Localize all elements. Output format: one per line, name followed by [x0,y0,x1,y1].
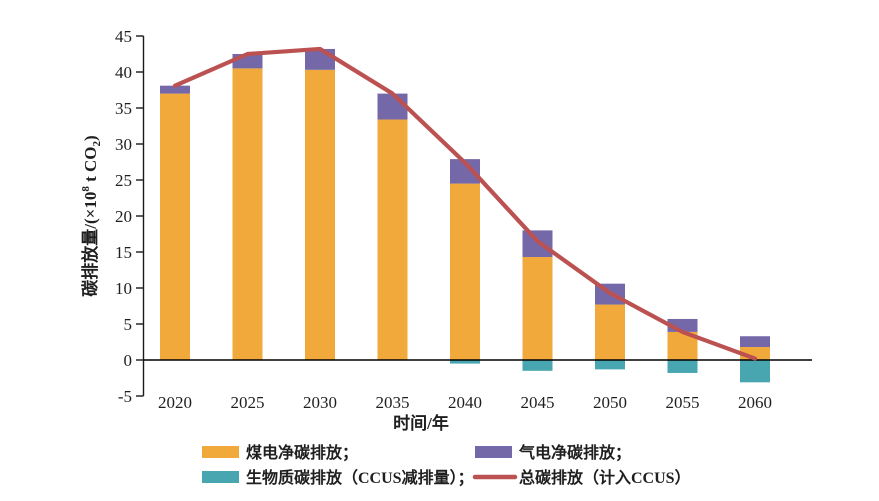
legend-swatch-rect [202,446,239,458]
bar-coal-2040 [450,183,480,360]
bar-gas-2060 [740,336,770,348]
x-tick-label: 2045 [521,393,555,412]
bar-coal-2035 [377,119,408,361]
bar-coal-2025 [232,68,263,361]
x-axis-title: 时间/年 [393,413,449,433]
bar-gas-2020 [160,85,190,94]
axes-layer: 45 40 35 30 25 20 15 10 5 0 -5 2020 2025 2030 2035 2040… [115,27,812,412]
y-axis-title: 碳排放量/(×108 t CO2) [80,135,103,296]
total-line-layer [172,46,758,361]
x-tick-label: 2040 [448,393,482,412]
bar-gas-2035 [377,93,408,120]
x-tick-label: 2030 [303,393,337,412]
y-tick-label: 10 [115,279,132,298]
y-tick-label: 0 [124,351,133,370]
bar-coal-2045 [522,257,553,360]
bar-coal-2050 [595,304,625,360]
y-tick-label: 45 [115,27,132,46]
bar-biomass-2045 [522,360,553,371]
y-tick-label: 30 [115,135,132,154]
y-tick-label: 5 [124,315,133,334]
bar-biomass-2050 [595,360,625,370]
bar-biomass-2055 [667,360,698,373]
y-tick-label: -5 [118,387,132,406]
x-tick-label: 2055 [666,393,700,412]
bar-coal-2030 [305,69,335,360]
y-tick-label: 20 [115,207,132,226]
legend: 煤电净碳排放； 气电净碳排放； 生物质碳排放（CCUS减排量）； 总碳排放（计入CCU… [202,443,691,487]
bars-layer [160,48,770,383]
bar-coal-2020 [160,93,190,360]
legend-label: 总碳排放（计入CCUS） [519,468,691,487]
legend-swatch-rect [202,471,239,483]
legend-swatch-rect [475,446,512,458]
bar-gas-2030 [305,48,335,70]
x-tick-label: 2060 [738,393,772,412]
legend-label: 生物质碳排放（CCUS减排量）； [246,468,474,487]
y-tick-label: 25 [115,171,132,190]
y-tick-label: 35 [115,99,132,118]
x-tick-label: 2025 [231,393,265,412]
legend-label: 气电净碳排放； [518,443,631,462]
x-tick-label: 2020 [158,393,192,412]
bar-biomass-2040 [450,360,480,364]
y-tick-label: 15 [115,243,132,262]
x-tick-label: 2050 [593,393,627,412]
total-emissions-line [172,46,758,361]
x-tick-label: 2035 [376,393,410,412]
legend-label: 煤电净碳排放； [246,443,358,462]
y-tick-label: 40 [115,63,132,82]
bar-biomass-2060 [740,360,770,383]
